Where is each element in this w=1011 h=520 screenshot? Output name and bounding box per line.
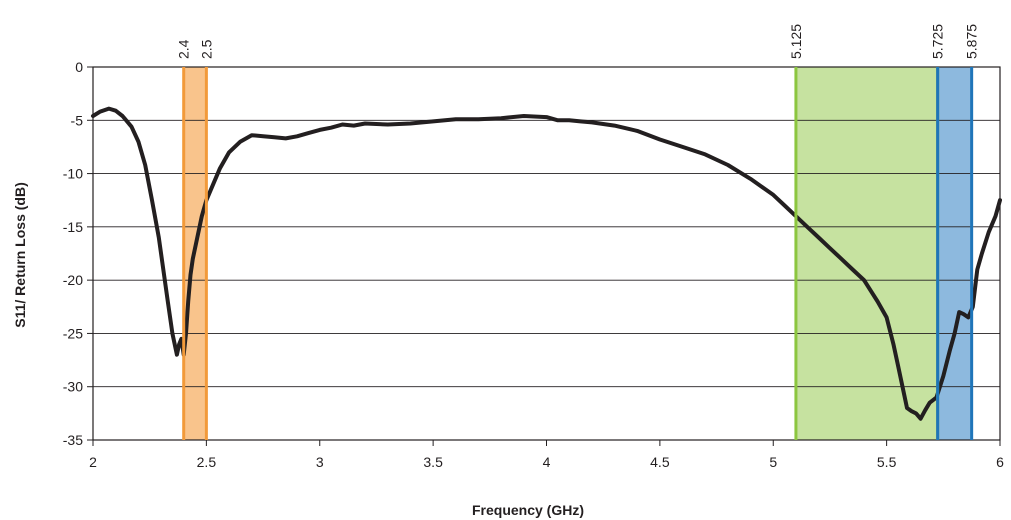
- x-tick-label-6: 5: [769, 454, 777, 470]
- series-layer: [91, 106, 1002, 421]
- y-tick-label-1: -5: [71, 112, 84, 128]
- band-2-start-label: 5.725: [930, 24, 946, 59]
- band-1-start-label: 5.125: [788, 24, 804, 59]
- band-2-end-label: 5.875: [964, 24, 980, 59]
- grid-lines: [93, 119, 1000, 388]
- y-tick-label-6: -30: [63, 379, 83, 395]
- band-edges: [182, 67, 974, 440]
- x-tick-label-1: 2.5: [197, 454, 217, 470]
- x-tick-label-2: 3: [316, 454, 324, 470]
- y-tick-label-2: -10: [63, 166, 83, 182]
- y-tick-label-7: -35: [63, 432, 83, 448]
- y-tick-label-3: -15: [63, 219, 83, 235]
- x-tick-label-7: 5.5: [877, 454, 897, 470]
- tick-labels: 0 -5 -10 -15 -20 -25 -30 -35 2 2.5 3 3.5 4 4.5 5 5.5 6: [63, 59, 1004, 470]
- y-tick-label-0: 0: [75, 59, 83, 75]
- series-line-0: [91, 106, 1002, 421]
- band-1: [795, 67, 938, 440]
- x-tick-label-0: 2: [89, 454, 97, 470]
- band-0-end-label: 2.5: [198, 39, 214, 59]
- x-tick-label-3: 3.5: [423, 454, 443, 470]
- y-tick-label-5: -25: [63, 325, 83, 341]
- band-0-start-label: 2.4: [176, 39, 192, 59]
- x-tick-label-4: 4: [543, 454, 551, 470]
- x-tick-label-5: 4.5: [650, 454, 670, 470]
- y-axis-title: S11/ Return Loss (dB): [12, 182, 28, 327]
- band-labels: 2.4 2.5 5.125 5.725 5.875: [176, 24, 980, 59]
- x-axis-title: Frequency (GHz): [472, 502, 584, 518]
- x-tick-label-8: 6: [996, 454, 1004, 470]
- y-tick-label-4: -20: [63, 272, 83, 288]
